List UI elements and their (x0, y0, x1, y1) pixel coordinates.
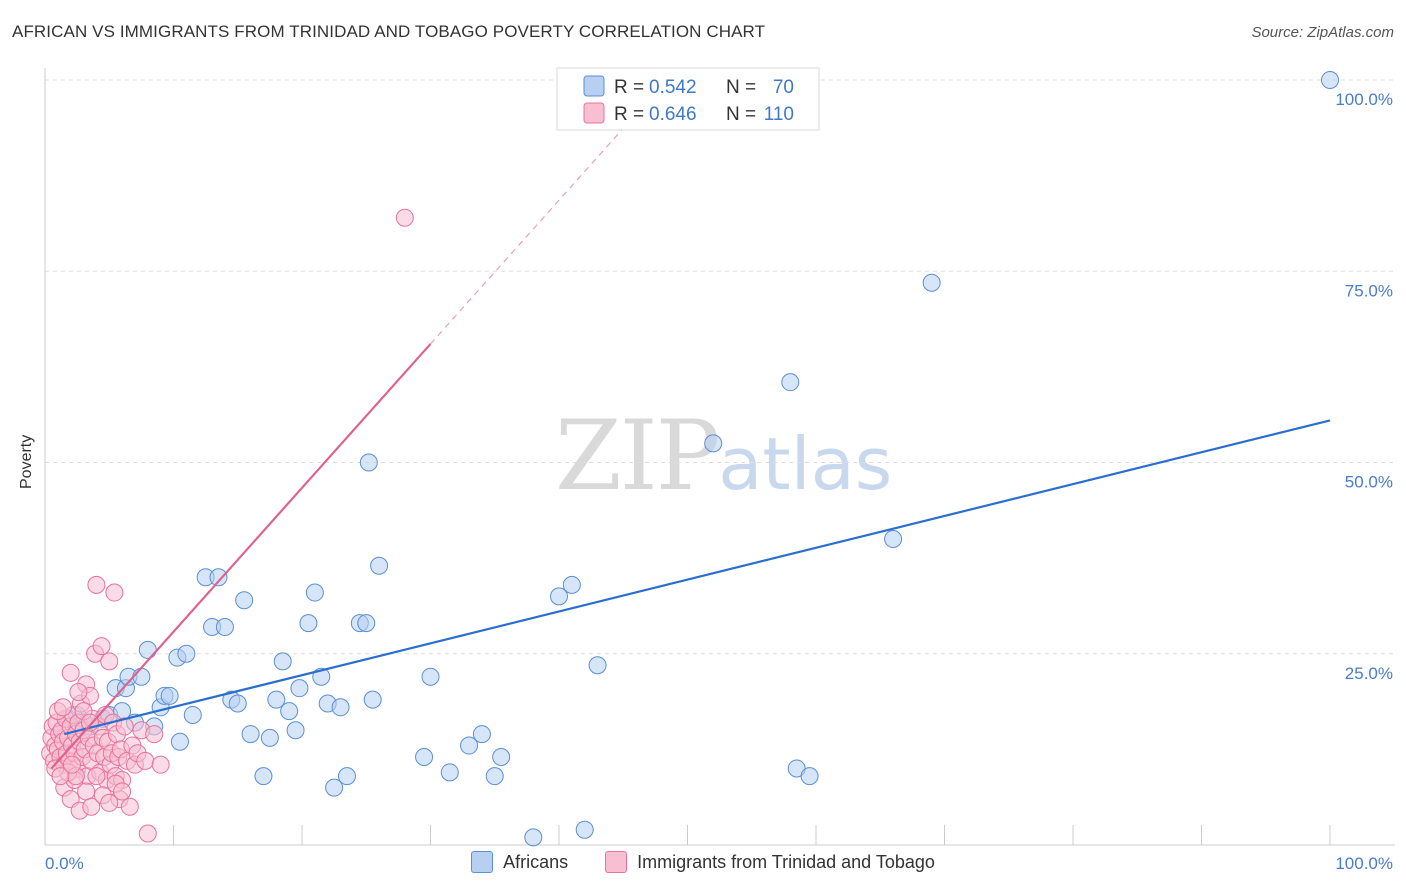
point-africans-37 (305, 583, 324, 602)
point-africans-48 (415, 748, 434, 767)
point-africans-52 (472, 725, 491, 744)
top-legend-swatch-1 (583, 102, 605, 124)
point-africans-24 (215, 617, 234, 636)
chart-title: AFRICAN VS IMMIGRANTS FROM TRINIDAD AND … (12, 22, 766, 41)
trend-line-trinidad (50, 343, 432, 770)
point-trinidad-65 (138, 824, 157, 843)
point-africans-31 (267, 690, 286, 709)
point-africans-65 (922, 273, 941, 292)
y-tick-label-75: 75.0% (1345, 281, 1393, 300)
watermark: ZIPatlas (555, 400, 892, 512)
point-trinidad-76 (100, 793, 119, 812)
point-africans-55 (524, 828, 543, 847)
point-trinidad-81 (61, 663, 80, 682)
watermark-zip: ZIP (555, 400, 720, 512)
point-africans-11 (132, 667, 151, 686)
legend-item-africans[interactable]: Africans (471, 851, 568, 873)
point-africans-66 (1321, 71, 1339, 89)
top-legend-r-value-0: 0.542 (649, 77, 697, 98)
point-africans-30 (260, 728, 279, 747)
point-trinidad-89 (62, 755, 81, 774)
point-africans-56 (550, 587, 568, 606)
x-tick-label-max: 100.0% (1335, 854, 1393, 873)
point-africans-23 (209, 568, 228, 587)
point-africans-50 (440, 763, 459, 782)
legend-label-africans: Africans (503, 851, 569, 872)
point-africans-40 (325, 778, 344, 797)
point-africans-64 (884, 530, 903, 548)
point-africans-16 (160, 686, 179, 705)
trend-line-africans (64, 419, 1331, 736)
top-legend-r-label-1: R = (614, 104, 644, 125)
legend-swatch-africans (471, 851, 494, 873)
point-trinidad-50 (105, 583, 124, 602)
point-trinidad-57 (115, 717, 134, 736)
point-africans-28 (241, 725, 260, 744)
top-legend-r-value-1: 0.646 (649, 104, 697, 125)
legend-item-trinidad[interactable]: Immigrants from Trinidad and Tobago (605, 851, 935, 873)
legend-label-trinidad: Immigrants from Trinidad and Tobago (637, 851, 935, 872)
point-trinidad-36 (87, 575, 106, 594)
point-africans-29 (254, 767, 273, 786)
top-legend-n-value-0: 70 (773, 77, 794, 98)
point-africans-19 (177, 644, 196, 663)
point-trinidad-80 (53, 698, 72, 717)
point-africans-59 (588, 656, 607, 675)
source-credit: Source: ZipAtlas.com (1251, 24, 1394, 41)
point-trinidad-73 (82, 797, 101, 816)
point-trinidad-72 (77, 782, 96, 801)
point-trinidad-59 (120, 797, 139, 816)
point-trinidad-64 (136, 751, 155, 770)
point-africans-33 (280, 702, 299, 721)
point-trinidad-82 (69, 683, 88, 701)
y-tick-label-50: 50.0% (1345, 473, 1393, 492)
x-tick-label-min: 0.0% (45, 854, 84, 873)
point-trinidad-46 (100, 652, 119, 671)
point-africans-47 (370, 556, 389, 575)
point-africans-26 (228, 694, 247, 713)
point-trinidad-78 (113, 782, 132, 801)
top-legend-n-label-1: N = (726, 104, 756, 125)
point-trinidad-88 (51, 767, 70, 786)
point-africans-49 (421, 667, 440, 686)
point-africans-36 (299, 614, 318, 633)
trend-extension-trinidad (430, 106, 643, 345)
point-africans-46 (363, 690, 382, 709)
point-africans-32 (273, 652, 292, 671)
y-tick-label-100: 100.0% (1335, 90, 1393, 109)
point-africans-34 (286, 721, 305, 740)
legend-swatch-trinidad (605, 851, 628, 873)
point-africans-53 (485, 767, 504, 786)
point-africans-58 (575, 820, 594, 839)
bottom-legend: Africans Immigrants from Trinidad and To… (0, 851, 1406, 878)
top-legend-swatch-0 (583, 75, 605, 97)
point-africans-27 (235, 591, 254, 610)
point-africans-12 (138, 640, 157, 659)
point-trinidad-66 (145, 725, 164, 744)
top-legend-n-value-1: 110 (764, 104, 794, 125)
point-africans-44 (357, 614, 376, 633)
point-trinidad-74 (87, 767, 106, 786)
point-africans-35 (290, 679, 309, 698)
point-africans-61 (781, 373, 800, 392)
point-africans-20 (183, 705, 202, 724)
watermark-atlas: atlas (718, 422, 893, 506)
point-africans-45 (359, 453, 378, 472)
top-legend-n-label-0: N = (726, 77, 756, 98)
point-africans-60 (704, 434, 723, 453)
point-trinidad-40 (92, 637, 111, 656)
point-africans-57 (562, 575, 581, 594)
point-trinidad-90 (395, 208, 414, 227)
top-legend-r-label-0: R = (614, 77, 644, 98)
point-trinidad-67 (151, 755, 170, 774)
point-africans-41 (331, 698, 350, 717)
y-tick-label-25: 25.0% (1345, 664, 1393, 683)
point-africans-54 (492, 748, 511, 767)
point-africans-63 (800, 767, 819, 786)
point-africans-51 (460, 736, 479, 755)
point-africans-18 (170, 732, 189, 751)
point-africans-42 (337, 767, 356, 786)
